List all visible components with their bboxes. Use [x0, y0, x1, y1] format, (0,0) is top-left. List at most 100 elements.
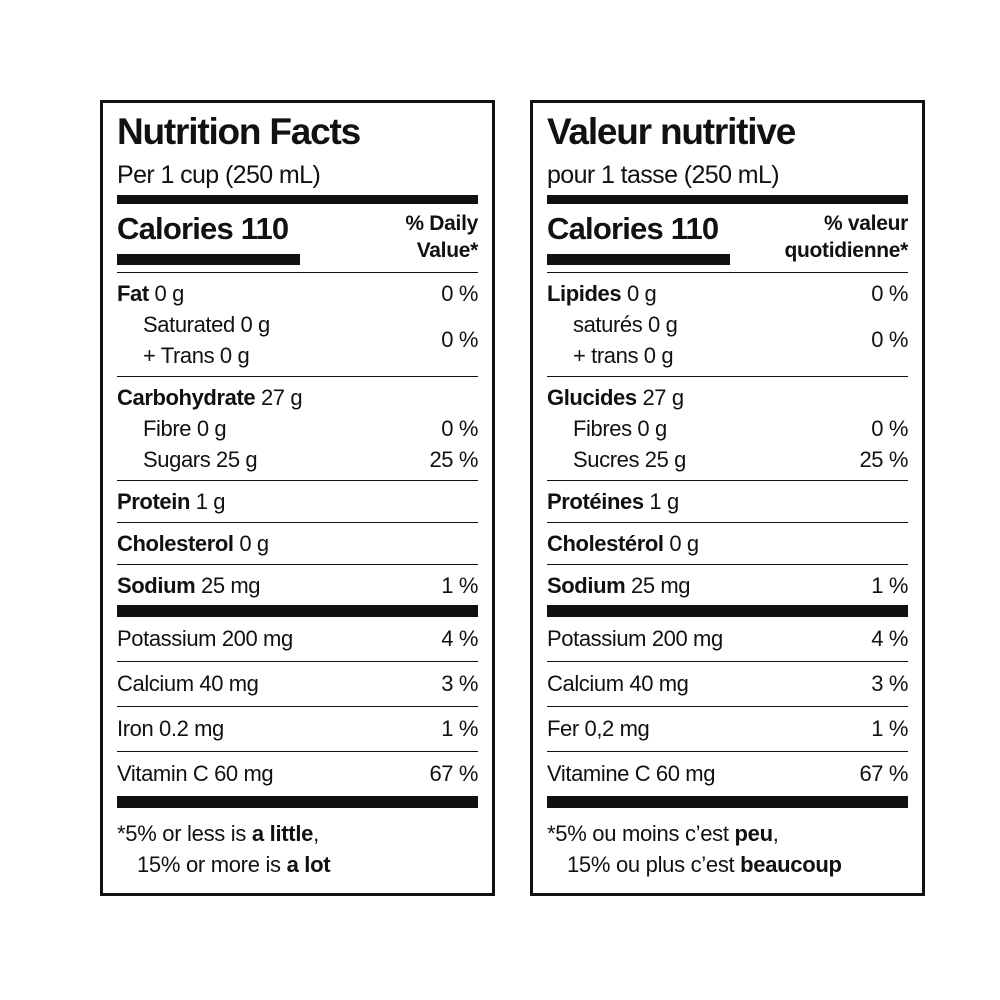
daily-percent: 3 % — [871, 671, 908, 696]
sub-nutrient-text: + trans 0 g — [573, 343, 674, 368]
sub-nutrient-text: saturés 0 g — [573, 312, 678, 337]
sub-nutrient-text: + Trans 0 g — [143, 343, 250, 368]
nutrient-section: Protéines 1 g — [547, 481, 908, 523]
thick-rule — [117, 195, 478, 204]
nutrient: Sodium 25 mg — [117, 570, 261, 601]
daily-percent: 1 % — [441, 572, 478, 598]
daily-percent: 67 % — [429, 761, 478, 786]
daily-percent: 0 % — [871, 327, 908, 352]
footnote-text: , — [313, 821, 319, 846]
serving-size: Per 1 cup (250 mL) — [117, 161, 321, 189]
nutrient-row: Carbohydrate 27 g — [117, 382, 478, 413]
sub-nutrient: saturés 0 g + trans 0 g — [547, 309, 678, 371]
nutrient-line: Protéines 1 g — [547, 486, 679, 517]
daily-percent: 25 % — [859, 446, 908, 472]
sub-nutrient-text: Fibre 0 g — [143, 416, 227, 441]
nutrient-row: Sucres 25 g 25 % — [547, 444, 908, 475]
nutrient-row: Sugars 25 g 25 % — [117, 444, 478, 475]
mineral-text: Vitamine C 60 mg — [547, 761, 716, 786]
nutrient: Cholesterol 0 g — [117, 528, 269, 559]
sub-nutrient-text: Sucres 25 g — [573, 447, 687, 472]
daily-percent: 3 % — [441, 671, 478, 696]
nutrient-name: Glucides — [547, 385, 637, 410]
nutrient-line: Glucides 27 g — [547, 382, 684, 413]
mineral-row: Potassium 200 mg 4 % — [547, 617, 908, 662]
daily-percent: 4 % — [441, 626, 478, 651]
daily-value-line: Value* — [416, 239, 479, 262]
nutrient-row: Cholesterol 0 g — [117, 528, 478, 559]
footnote-text: *5% ou moins c’est — [547, 821, 729, 846]
calories: Calories 110 — [117, 211, 289, 246]
mineral-row: Potassium 200 mg 4 % — [117, 617, 478, 662]
nutrient-amount: 0 g — [669, 531, 699, 556]
nutrient-amount: 27 g — [642, 385, 684, 410]
calories-row: Calories 110 % Daily Value* — [117, 204, 478, 273]
footnote-text: 15% or more is — [137, 852, 281, 877]
sub-nutrient-text: Fibres 0 g — [573, 416, 667, 441]
nutrient-amount: 0 g — [626, 281, 657, 306]
nutrient-row: Glucides 27 g — [547, 382, 908, 413]
sub-nutrient-text: Saturated 0 g — [143, 312, 270, 337]
thick-rule — [547, 605, 908, 617]
daily-value-line: % Daily — [405, 212, 478, 235]
sub-nutrient: Saturated 0 g + Trans 0 g — [117, 309, 270, 371]
footnote: *5% ou moins c’est peu, 15% ou plus c’est… — [547, 808, 908, 880]
thick-rule — [117, 796, 478, 808]
nutrient-row: Cholestérol 0 g — [547, 528, 908, 559]
mineral-text: Vitamin C 60 mg — [117, 761, 274, 786]
nutrient-name: Carbohydrate — [117, 385, 256, 410]
footnote-emphasis: a lot — [286, 852, 331, 877]
nutrient-line: Cholestérol 0 g — [547, 528, 699, 559]
nutrient-name: Lipides — [547, 281, 622, 306]
nutrient-row: saturés 0 g + trans 0 g 0 % — [547, 309, 908, 371]
nutrient-row: Lipides 0 g 0 % — [547, 278, 908, 309]
nutrient-row: Fibres 0 g 0 % — [547, 413, 908, 444]
nutrient-section: Fat 0 g 0 % Saturated 0 g + Trans 0 g 0 % — [117, 273, 478, 377]
nutrient: Glucides 27 g — [547, 382, 684, 413]
nutrient-row: Protéines 1 g — [547, 486, 908, 517]
mineral-text: Potassium 200 mg — [117, 626, 293, 651]
mineral-row: Iron 0.2 mg 1 % — [117, 707, 478, 752]
nutrient-amount: 25 mg — [630, 573, 691, 598]
nutrient: Lipides 0 g — [547, 278, 657, 309]
nutrient: Sodium 25 mg — [547, 570, 691, 601]
nutrient-amount: 0 g — [154, 281, 185, 306]
footnote-line: *5% or less is a little, — [117, 818, 478, 849]
mineral-text: Iron 0.2 mg — [117, 716, 224, 741]
mineral-row: Calcium 40 mg 3 % — [117, 662, 478, 707]
calories-block: Calories 110 — [117, 204, 300, 272]
thick-rule — [117, 605, 478, 617]
nutrient-row: Sodium 25 mg 1 % — [117, 570, 478, 601]
footnote-text: *5% or less is — [117, 821, 247, 846]
footnote-text: , — [772, 821, 779, 846]
nutrient-amount: 25 mg — [200, 573, 261, 598]
nutrient-section: Lipides 0 g 0 % saturés 0 g + trans 0 g 0 % — [547, 273, 908, 377]
nutrient-line: Sodium 25 mg — [547, 570, 691, 601]
nutrient-row: Sodium 25 mg 1 % — [547, 570, 908, 601]
calories-block: Calories 110 — [547, 204, 730, 272]
thick-rule — [547, 796, 908, 808]
sub-nutrient: Sucres 25 g — [547, 444, 686, 475]
mineral-text: Potassium 200 mg — [547, 626, 723, 651]
thick-rule — [547, 195, 908, 204]
calories: Calories 110 — [547, 211, 719, 246]
mineral-row: Vitamin C 60 mg 67 % — [117, 752, 478, 796]
nutrient-name: Protéines — [547, 489, 644, 514]
calories-bar — [117, 254, 300, 265]
mineral-text: Calcium 40 mg — [547, 671, 689, 696]
daily-value-line: quotidienne* — [784, 239, 908, 262]
title: Valeur nutritive — [547, 111, 796, 152]
nutrient-section: Glucides 27 g Fibres 0 g 0 % Sucres 25 g 25 … — [547, 377, 908, 481]
nutrient-name: Cholestérol — [547, 531, 664, 556]
nutrient-section: Protein 1 g — [117, 481, 478, 523]
footnote: *5% or less is a little, 15% or more is a… — [117, 808, 478, 880]
daily-value-header: % Daily Value* — [405, 204, 478, 272]
mineral-text: Calcium 40 mg — [117, 671, 259, 696]
calories-bar — [547, 254, 730, 265]
nutrient-name: Protein — [117, 489, 190, 514]
nutrient-amount: 1 g — [195, 489, 226, 514]
nutrient-section: Sodium 25 mg 1 % — [547, 565, 908, 605]
sub-nutrient: Fibre 0 g — [117, 413, 227, 444]
mineral-row: Fer 0,2 mg 1 % — [547, 707, 908, 752]
